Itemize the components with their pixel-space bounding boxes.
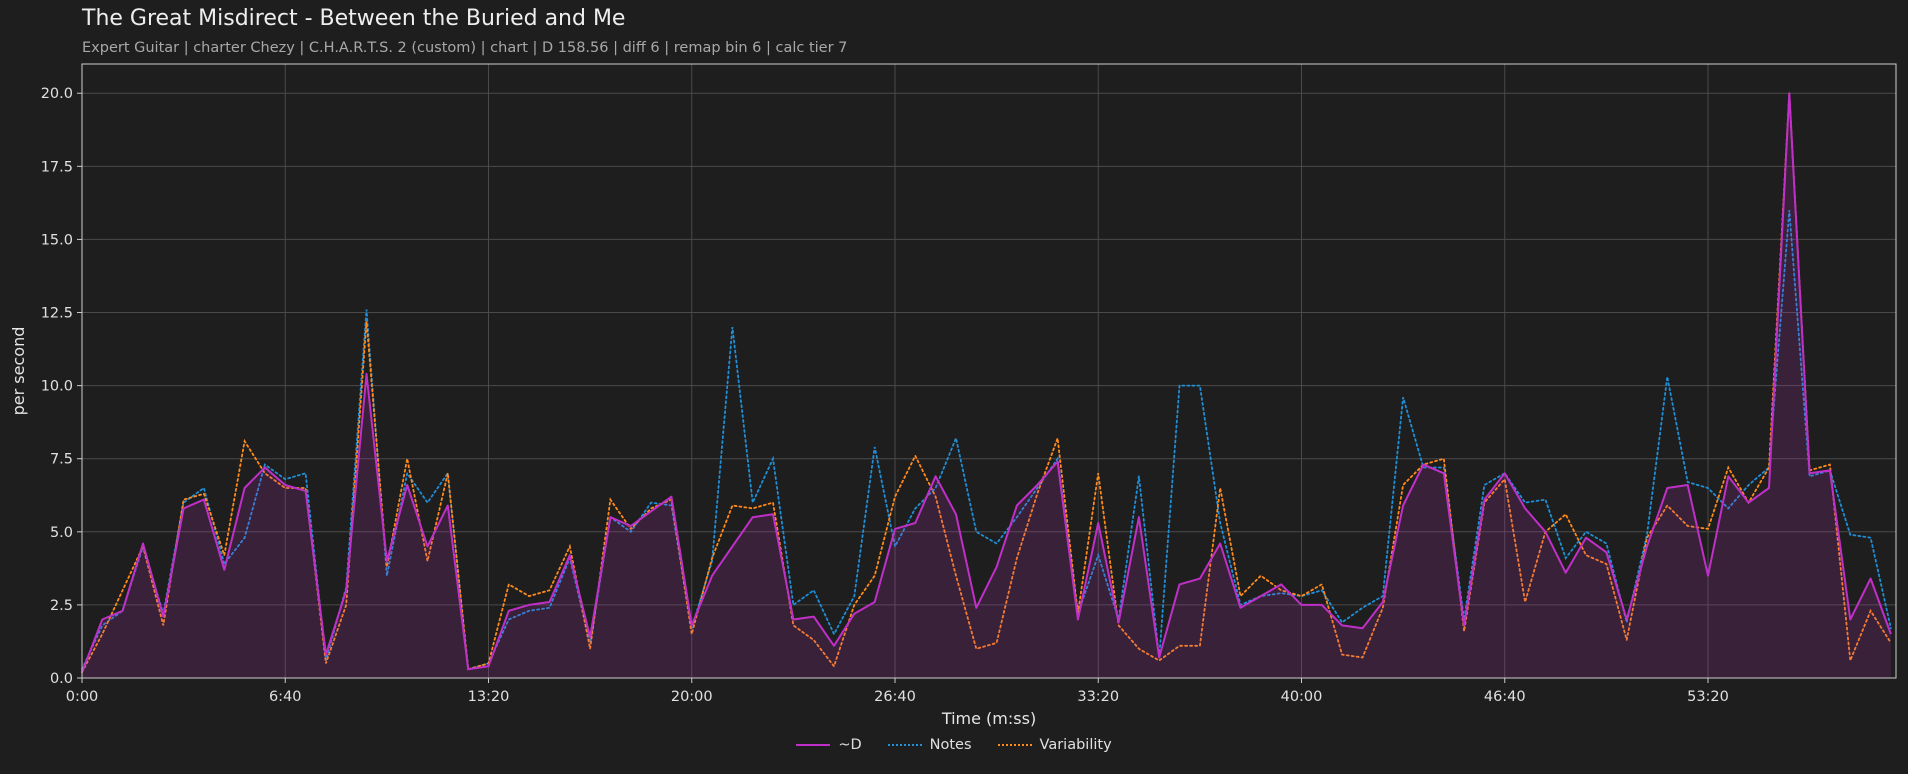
y-tick-label: 12.5 (41, 306, 73, 322)
y-tick-label: 20.0 (41, 86, 73, 102)
x-tick-label: 40:00 (1281, 689, 1323, 705)
plot-border (81, 63, 1897, 679)
chart-subtitle: Expert Guitar | charter Chezy | C.H.A.R.… (82, 40, 848, 56)
y-tick-label: 10.0 (41, 379, 73, 395)
y-tick-label: 5.0 (50, 525, 73, 541)
legend-label-notes: Notes (929, 737, 972, 753)
y-tick-label: 17.5 (41, 159, 73, 175)
data-series (81, 92, 1892, 678)
legend-swatch-notes (887, 744, 922, 746)
y-tick-label: 7.5 (50, 452, 73, 468)
series-line-d (81, 92, 1892, 673)
legend-swatch-d (796, 744, 831, 746)
y-tick-label: 15.0 (41, 232, 73, 248)
x-tick-label: 53:20 (1687, 689, 1729, 705)
x-tick-label: 20:00 (671, 689, 713, 705)
legend-swatch-variability (997, 744, 1032, 746)
plot-frame (81, 63, 1897, 679)
y-tick-label: 2.5 (50, 598, 73, 614)
x-tick-label: 13:20 (468, 689, 510, 705)
series-line-notes (81, 210, 1892, 671)
x-tick-label: 33:20 (1077, 689, 1119, 705)
legend-item-notes: Notes (887, 737, 972, 753)
legend-item-variability: Variability (997, 737, 1112, 753)
x-tick-label: 26:40 (874, 689, 916, 705)
series-area-d (82, 93, 1891, 678)
axis-ticks: 0:00 6:40 13:20 20:00 26:40 33:20 40:00 46:40 53… (41, 86, 1729, 705)
x-tick-label: 0:00 (66, 689, 99, 705)
legend: ~D Notes Variability (0, 737, 1908, 753)
y-axis-label: per second (9, 327, 28, 416)
x-axis-label: Time (m:ss) (941, 709, 1036, 728)
chart-title: The Great Misdirect - Between the Buried… (82, 6, 626, 31)
x-tick-label: 6:40 (269, 689, 302, 705)
legend-item-d: ~D (796, 737, 862, 753)
legend-label-d: ~D (838, 737, 862, 753)
grid-lines (81, 64, 1896, 679)
y-tick-label: 0.0 (50, 671, 73, 687)
legend-label-variability: Variability (1039, 737, 1112, 753)
x-tick-label: 46:40 (1484, 689, 1526, 705)
